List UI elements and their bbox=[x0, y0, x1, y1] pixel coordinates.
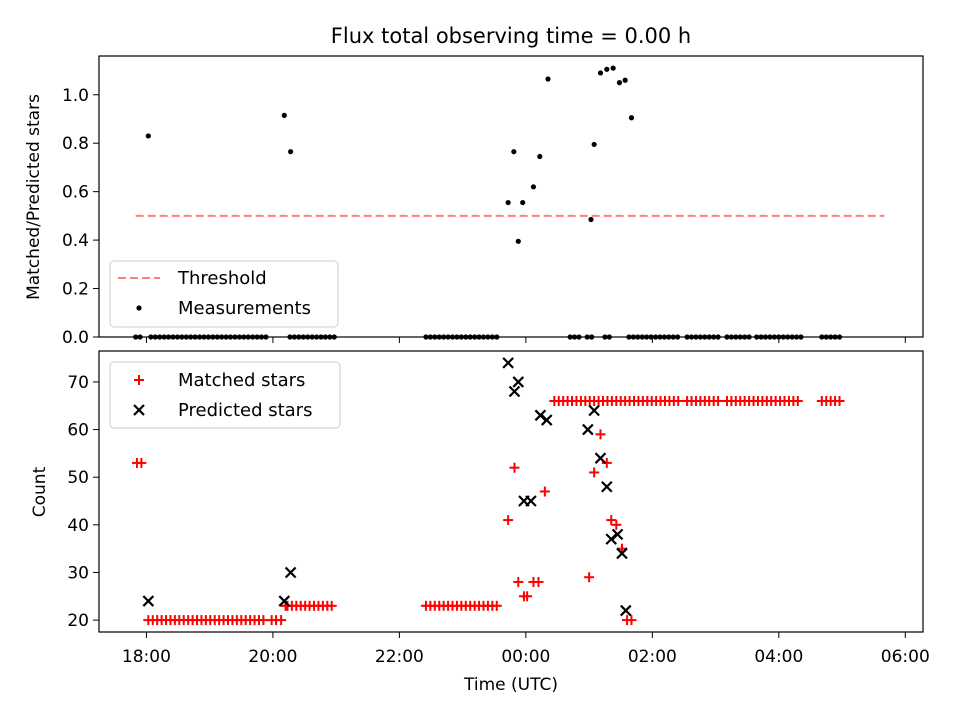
legend-threshold-label: Threshold bbox=[177, 268, 267, 289]
predicted-point bbox=[525, 495, 537, 507]
measurement-point bbox=[511, 149, 517, 155]
matched-point bbox=[601, 457, 612, 468]
measurement-point bbox=[520, 199, 526, 206]
predicted-point bbox=[616, 547, 628, 560]
matched-point bbox=[713, 396, 724, 407]
count-y-tick-label: 70 bbox=[67, 373, 89, 393]
predicted-point bbox=[601, 480, 613, 493]
x-tick-label: 20:00 bbox=[248, 647, 297, 667]
matched-point bbox=[626, 615, 637, 626]
matched-point bbox=[276, 615, 287, 626]
matched-point bbox=[611, 519, 622, 530]
legend-cross-glyph bbox=[133, 404, 145, 416]
matched-point bbox=[533, 576, 544, 587]
measurement-point bbox=[628, 115, 635, 121]
matched-point bbox=[509, 462, 520, 473]
matched-point bbox=[491, 600, 502, 611]
count-y-tick-label: 40 bbox=[67, 516, 89, 536]
measurement-point bbox=[588, 216, 594, 223]
matched-point bbox=[513, 576, 524, 587]
legend-measurements-marker bbox=[136, 305, 142, 311]
measurement-point bbox=[145, 133, 151, 139]
predicted-point bbox=[502, 357, 514, 369]
predicted-point bbox=[582, 423, 594, 436]
count-y-tick-label: 30 bbox=[67, 563, 89, 583]
measurement-point bbox=[616, 80, 623, 86]
measurement-point bbox=[281, 112, 287, 118]
count-y-axis-label: Count bbox=[30, 466, 50, 517]
ratio-y-tick-label: 0.4 bbox=[62, 231, 89, 251]
predicted-point bbox=[611, 528, 624, 541]
x-tick-label: 00:00 bbox=[501, 647, 550, 667]
ratio-legend: Threshold Measurements bbox=[109, 260, 339, 328]
measurement-point bbox=[591, 141, 597, 148]
predicted-point bbox=[540, 414, 553, 426]
count-y-tick-label: 60 bbox=[67, 421, 89, 441]
matched-point bbox=[539, 486, 550, 497]
predicted-point bbox=[605, 533, 618, 545]
count-y-tick-label: 50 bbox=[67, 468, 89, 488]
measurement-point bbox=[537, 153, 543, 160]
ratio-y-tick-label: 0.8 bbox=[62, 134, 89, 154]
legend-measurements-label: Measurements bbox=[178, 298, 311, 319]
predicted-point bbox=[588, 404, 600, 417]
x-tick-label: 06:00 bbox=[881, 647, 930, 667]
ratio-panel: 0.0 0.2 0.4 0.6 0.8 1.0 Matched/Predicted sta… bbox=[24, 55, 924, 348]
predicted-point bbox=[278, 595, 291, 607]
measurement-point bbox=[597, 70, 604, 76]
matched-point bbox=[584, 572, 595, 583]
legend-plus-glyph bbox=[134, 375, 144, 385]
measurement-point bbox=[505, 199, 511, 206]
x-axis-label: Time (UTC) bbox=[463, 675, 558, 695]
matched-point bbox=[834, 396, 845, 407]
predicted-point bbox=[512, 376, 525, 388]
predicted-point bbox=[620, 604, 632, 617]
predicted-point bbox=[142, 595, 155, 607]
legend-predicted-label: Predicted stars bbox=[178, 400, 312, 421]
ratio-y-tick-label: 0.2 bbox=[62, 280, 89, 300]
predicted-point bbox=[534, 409, 547, 422]
count-panel: 20 30 40 50 60 70 18:00 20:00 22:00 00:00 02:00 04… bbox=[30, 350, 930, 695]
matched-point bbox=[792, 396, 803, 407]
chart-title: Flux total observing time = 0.00 h bbox=[331, 24, 691, 48]
ratio-y-tick-label: 0.6 bbox=[62, 183, 89, 203]
matched-point bbox=[136, 457, 147, 468]
ratio-y-tick-label: 1.0 bbox=[62, 86, 89, 106]
legend-matched-label: Matched stars bbox=[178, 370, 305, 391]
matched-point bbox=[673, 396, 684, 407]
x-tick-label: 22:00 bbox=[375, 647, 424, 667]
predicted-point bbox=[508, 385, 521, 398]
count-legend: Matched stars Predicted stars bbox=[109, 361, 341, 429]
matched-point bbox=[326, 600, 337, 611]
measurement-point bbox=[515, 238, 521, 244]
matched-point bbox=[589, 467, 600, 478]
measurement-point bbox=[622, 77, 628, 83]
matched-point bbox=[522, 591, 533, 602]
measurement-point bbox=[604, 66, 610, 72]
ratio-y-axis-label: Matched/Predicted stars bbox=[24, 94, 44, 300]
predicted-point bbox=[594, 452, 607, 464]
measurement-point bbox=[610, 65, 616, 71]
x-tick-label: 18:00 bbox=[122, 647, 171, 667]
x-tick-label: 02:00 bbox=[628, 647, 677, 667]
matched-point bbox=[503, 515, 514, 526]
measurement-point bbox=[530, 184, 537, 190]
measurement-point bbox=[545, 76, 551, 82]
measurement-point bbox=[288, 149, 294, 155]
x-tick-label: 04:00 bbox=[754, 647, 803, 667]
matched-point bbox=[595, 429, 606, 440]
predicted-point bbox=[284, 566, 297, 579]
legend-predicted-marker bbox=[133, 404, 145, 416]
count-y-tick-label: 20 bbox=[67, 611, 89, 631]
legend-matched-marker bbox=[134, 375, 144, 385]
ratio-y-tick-label: 0.0 bbox=[62, 328, 89, 348]
matched-point bbox=[606, 515, 617, 526]
